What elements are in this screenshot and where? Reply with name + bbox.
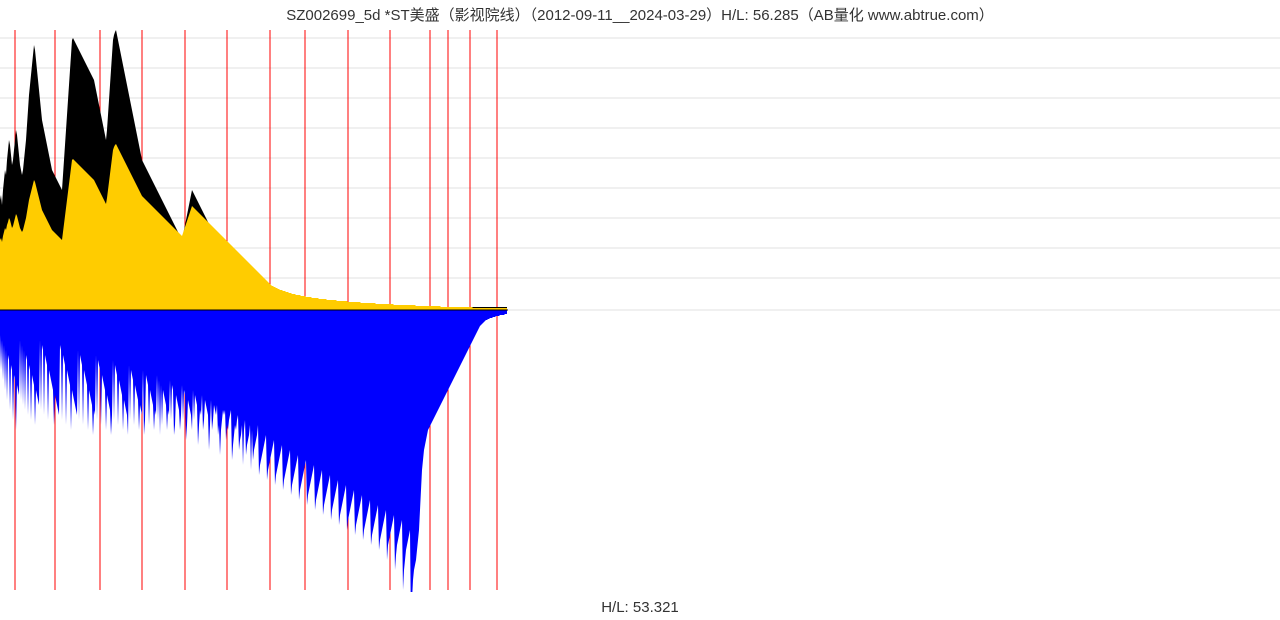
chart-footer: H/L: 53.321 <box>0 599 1280 616</box>
stock-chart <box>0 28 1280 592</box>
chart-title: SZ002699_5d *ST美盛（影视院线）（2012-09-11__2024… <box>0 4 1280 25</box>
